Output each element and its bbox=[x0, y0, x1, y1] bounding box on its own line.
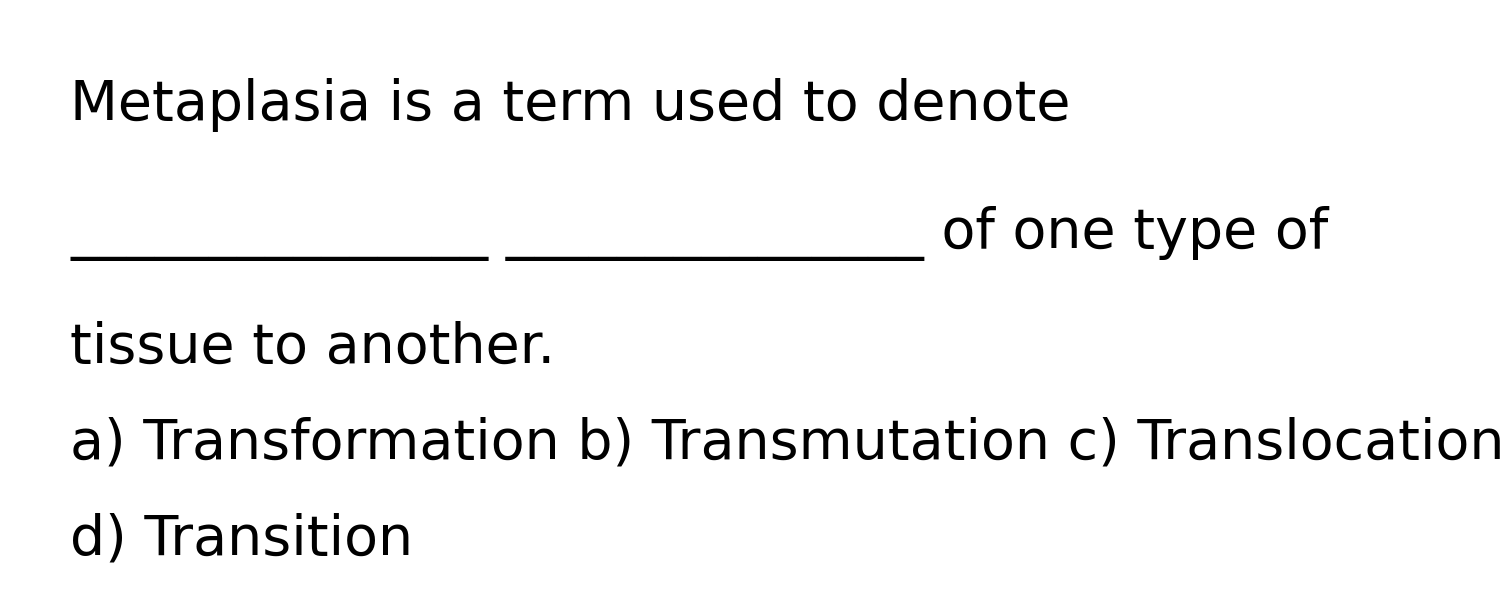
Text: _______________ _______________ of one type of: _______________ _______________ of one t… bbox=[70, 206, 1329, 261]
Text: a) Transformation b) Transmutation c) Translocation: a) Transformation b) Transmutation c) Tr… bbox=[70, 417, 1500, 471]
Text: d) Transition: d) Transition bbox=[70, 513, 414, 567]
Text: tissue to another.: tissue to another. bbox=[70, 321, 555, 375]
Text: Metaplasia is a term used to denote: Metaplasia is a term used to denote bbox=[70, 78, 1071, 132]
